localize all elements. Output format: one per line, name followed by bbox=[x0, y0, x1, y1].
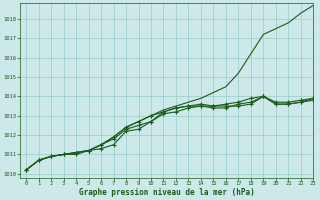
X-axis label: Graphe pression niveau de la mer (hPa): Graphe pression niveau de la mer (hPa) bbox=[79, 188, 254, 197]
